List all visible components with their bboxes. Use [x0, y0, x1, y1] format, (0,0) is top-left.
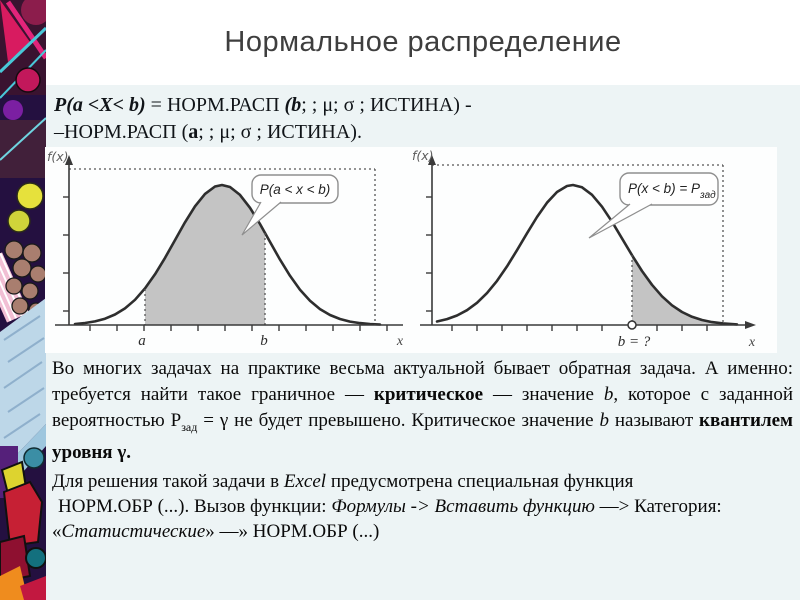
p1-text-1: Во многих задачах на практике весьма акт… — [52, 358, 793, 405]
callout-box — [251, 174, 339, 204]
abstract-collage-art — [0, 0, 51, 600]
shaded-area-a-b — [145, 185, 265, 325]
y-axis-ticks — [426, 196, 432, 312]
p2-text-1: Для решения такой задачи в — [52, 470, 284, 492]
decorative-art-strip — [0, 0, 51, 600]
b-label: b = ? — [618, 334, 651, 350]
callout-tail — [588, 203, 653, 239]
p2-text-6: » —» НОРМ.ОБР (...) — [205, 520, 380, 542]
y-axis-arrow — [65, 155, 73, 165]
p1-bold-quantile: квантилем уровня γ. — [52, 410, 794, 463]
p1-text-2: — значение — [483, 384, 604, 405]
p1-text-5: называют — [608, 410, 700, 431]
formula-arg-b: (b — [284, 94, 302, 116]
x-axis-arrow — [745, 321, 756, 329]
formula-args-2: ; ; μ; σ ; ИСТИНА). — [198, 121, 362, 143]
p1-text-4: = γ не будет превышено. Критическое знач… — [197, 410, 600, 431]
p1-text-3: , которое с заданной вероятностью Р — [52, 384, 793, 431]
graphs-panel: P(a < x < b) f(x) a b x — [45, 147, 777, 353]
bell-curve — [73, 183, 382, 326]
p2-line-3: «Статистические» —» НОРМ.ОБР (...) — [52, 519, 793, 544]
p1-subscript-zad: зад — [181, 419, 198, 434]
formula-lhs: P(a <X< b) — [54, 94, 146, 116]
p1-italic-b: b — [603, 384, 614, 405]
y-axis-arrow — [428, 155, 436, 165]
p2-text-4: —> Категория: — [594, 495, 722, 517]
p2-italic-excel: Excel — [283, 470, 327, 492]
p2-line-2: НОРМ.ОБР (...). Вызов функции: Формулы -… — [52, 494, 793, 519]
p2-text-5: « — [52, 520, 62, 542]
callout-label: P(x < b) = Pзад — [628, 181, 716, 201]
b-point-marker — [627, 320, 637, 330]
y-axis-label: f(x) — [412, 148, 434, 163]
shaded-tail-area — [632, 255, 723, 325]
formula-prefix: –НОРМ.РАСП ( — [54, 121, 189, 143]
x-axis-label: x — [748, 335, 756, 350]
p2-italic-menu-path: Формулы -> Вставить функцию — [331, 495, 595, 517]
p1-bold-critical: критическое — [373, 384, 484, 405]
p2-italic-statistical: Статистические — [61, 520, 206, 542]
p1-italic-b2: b — [599, 410, 609, 431]
x-axis-ticks — [451, 325, 708, 331]
p2-text-2: предусмотрена специальная функция — [326, 470, 634, 492]
x-axis-ticks — [89, 325, 388, 331]
formula-arg-a: a — [188, 121, 199, 143]
y-axis-ticks — [63, 196, 69, 312]
formula-line-1: P(a <X< b) = НОРМ.РАСП (b; ; μ; σ ; ИСТИ… — [54, 92, 794, 119]
callout-tail — [241, 201, 282, 236]
callout-box — [619, 172, 719, 206]
p2-text-3: НОРМ.ОБР (...). Вызов функции: — [58, 495, 332, 517]
x-axis-label: x — [396, 334, 404, 349]
callout-label: P(a < x < b) — [260, 182, 331, 197]
formula-block: P(a <X< b) = НОРМ.РАСП (b; ; μ; σ ; ИСТИ… — [54, 92, 794, 146]
formula-line-2: –НОРМ.РАСП (a; ; μ; σ ; ИСТИНА). — [54, 119, 794, 146]
formula-equals: = НОРМ.РАСП — [145, 94, 285, 116]
normal-distribution-chart-left: P(a < x < b) f(x) a b x — [47, 149, 404, 349]
slide-title: Нормальное распределение — [224, 26, 622, 58]
formula-args-1: ; ; μ; σ ; ИСТИНА) - — [301, 94, 472, 116]
body-text-block: Во многих задачах на практике весьма акт… — [52, 356, 793, 544]
normal-distribution-chart-right: P(x < b) = Pзад f(x) b = ? x — [412, 148, 756, 350]
p2-line-1: Для решения такой задачи в Excel предусм… — [52, 469, 793, 494]
a-label: a — [138, 333, 146, 349]
paragraph-excel-function: Для решения такой задачи в Excel предусм… — [52, 469, 793, 544]
bell-curve — [435, 183, 739, 326]
b-label: b — [260, 333, 268, 349]
paragraph-inverse-problem: Во многих задачах на практике весьма акт… — [52, 356, 793, 466]
y-axis-label: f(x) — [47, 149, 69, 164]
